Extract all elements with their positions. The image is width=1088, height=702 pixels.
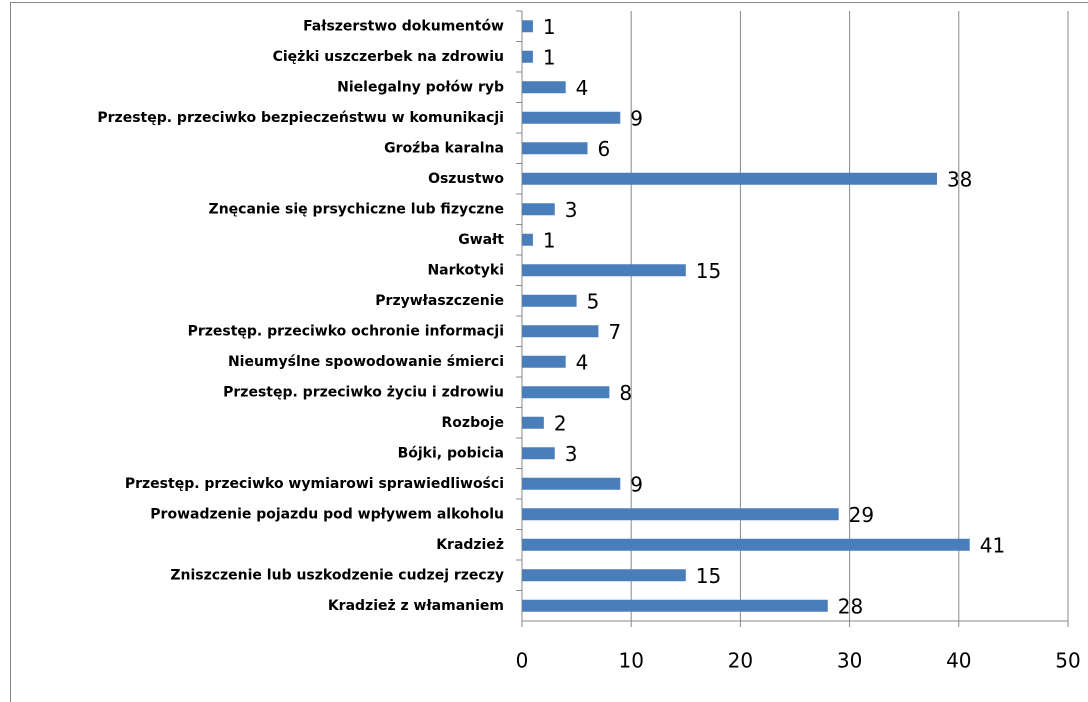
y-tick-label: Przestęp. przeciwko życiu i zdrowiu bbox=[223, 384, 504, 400]
chart-border bbox=[10, 2, 1088, 702]
y-tick-label: Oszustwo bbox=[428, 171, 504, 187]
bar bbox=[522, 172, 937, 185]
x-tick-label: 30 bbox=[837, 649, 862, 673]
y-tick-label: Bójki, pobicia bbox=[398, 445, 504, 461]
bar bbox=[522, 386, 610, 399]
bar bbox=[522, 508, 839, 521]
y-tick-label: Groźba karalna bbox=[384, 140, 504, 156]
value-label: 38 bbox=[947, 167, 972, 191]
bar bbox=[522, 538, 970, 551]
value-label: 2 bbox=[554, 411, 567, 435]
y-tick-label: Gwałt bbox=[458, 232, 504, 248]
y-tick-label: Narkotyki bbox=[427, 262, 504, 278]
x-tick-label: 50 bbox=[1055, 649, 1080, 673]
bar bbox=[522, 111, 621, 124]
value-label: 8 bbox=[619, 381, 632, 405]
y-tick-label: Kradzież z włamaniem bbox=[328, 598, 504, 614]
bar bbox=[522, 20, 533, 33]
y-tick-label: Przestęp. przeciwko ochronie informacji bbox=[188, 323, 504, 339]
bar bbox=[522, 264, 686, 277]
value-label: 15 bbox=[696, 259, 721, 283]
value-label: 3 bbox=[565, 442, 578, 466]
y-tick-label: Nieumyślne spowodowanie śmierci bbox=[228, 354, 504, 370]
x-tick-label: 10 bbox=[618, 649, 643, 673]
bar bbox=[522, 50, 533, 63]
value-label: 1 bbox=[543, 15, 556, 39]
y-tick-label: Nielegalny połów ryb bbox=[337, 79, 504, 95]
value-label: 29 bbox=[849, 503, 874, 527]
bar bbox=[522, 477, 621, 490]
value-label: 7 bbox=[608, 320, 621, 344]
bar bbox=[522, 447, 555, 460]
y-tick-label: Rozboje bbox=[442, 415, 504, 431]
y-tick-label: Zniszczenie lub uszkodzenie cudzej rzecz… bbox=[170, 567, 504, 583]
y-tick-label: Ciężki uszczerbek na zdrowiu bbox=[273, 49, 504, 65]
bar bbox=[522, 355, 566, 368]
y-tick-label: Znęcanie się prsychiczne lub fizyczne bbox=[209, 201, 504, 217]
value-label: 4 bbox=[576, 76, 589, 100]
y-tick-label: Kradzież bbox=[436, 537, 504, 553]
value-label: 15 bbox=[696, 564, 721, 588]
value-label: 1 bbox=[543, 45, 556, 69]
value-label: 3 bbox=[565, 198, 578, 222]
value-label: 9 bbox=[630, 472, 643, 496]
bar bbox=[522, 569, 686, 582]
value-label: 6 bbox=[598, 137, 611, 161]
bar bbox=[522, 325, 599, 338]
bar bbox=[522, 81, 566, 94]
value-label: 1 bbox=[543, 228, 556, 252]
y-tick-label: Prowadzenie pojazdu pod wpływem alkoholu bbox=[150, 506, 504, 522]
bar bbox=[522, 416, 544, 429]
y-tick-label: Fałszerstwo dokumentów bbox=[303, 18, 504, 34]
value-label: 9 bbox=[630, 106, 643, 130]
value-label: 28 bbox=[838, 594, 863, 618]
y-tick-label: Przywłaszczenie bbox=[375, 293, 504, 309]
value-label: 4 bbox=[576, 350, 589, 374]
bar bbox=[522, 203, 555, 216]
value-label: 41 bbox=[980, 533, 1005, 557]
x-tick-label: 40 bbox=[946, 649, 971, 673]
y-tick-label: Przestęp. przeciwko wymiarowi sprawiedli… bbox=[125, 476, 504, 492]
value-label: 5 bbox=[587, 289, 600, 313]
bar bbox=[522, 294, 577, 307]
y-tick-label: Przestęp. przeciwko bezpieczeństwu w kom… bbox=[97, 110, 504, 126]
x-tick-label: 20 bbox=[728, 649, 753, 673]
bar bbox=[522, 233, 533, 246]
x-tick-label: 0 bbox=[516, 649, 529, 673]
bar bbox=[522, 142, 588, 155]
bar bbox=[522, 599, 828, 612]
